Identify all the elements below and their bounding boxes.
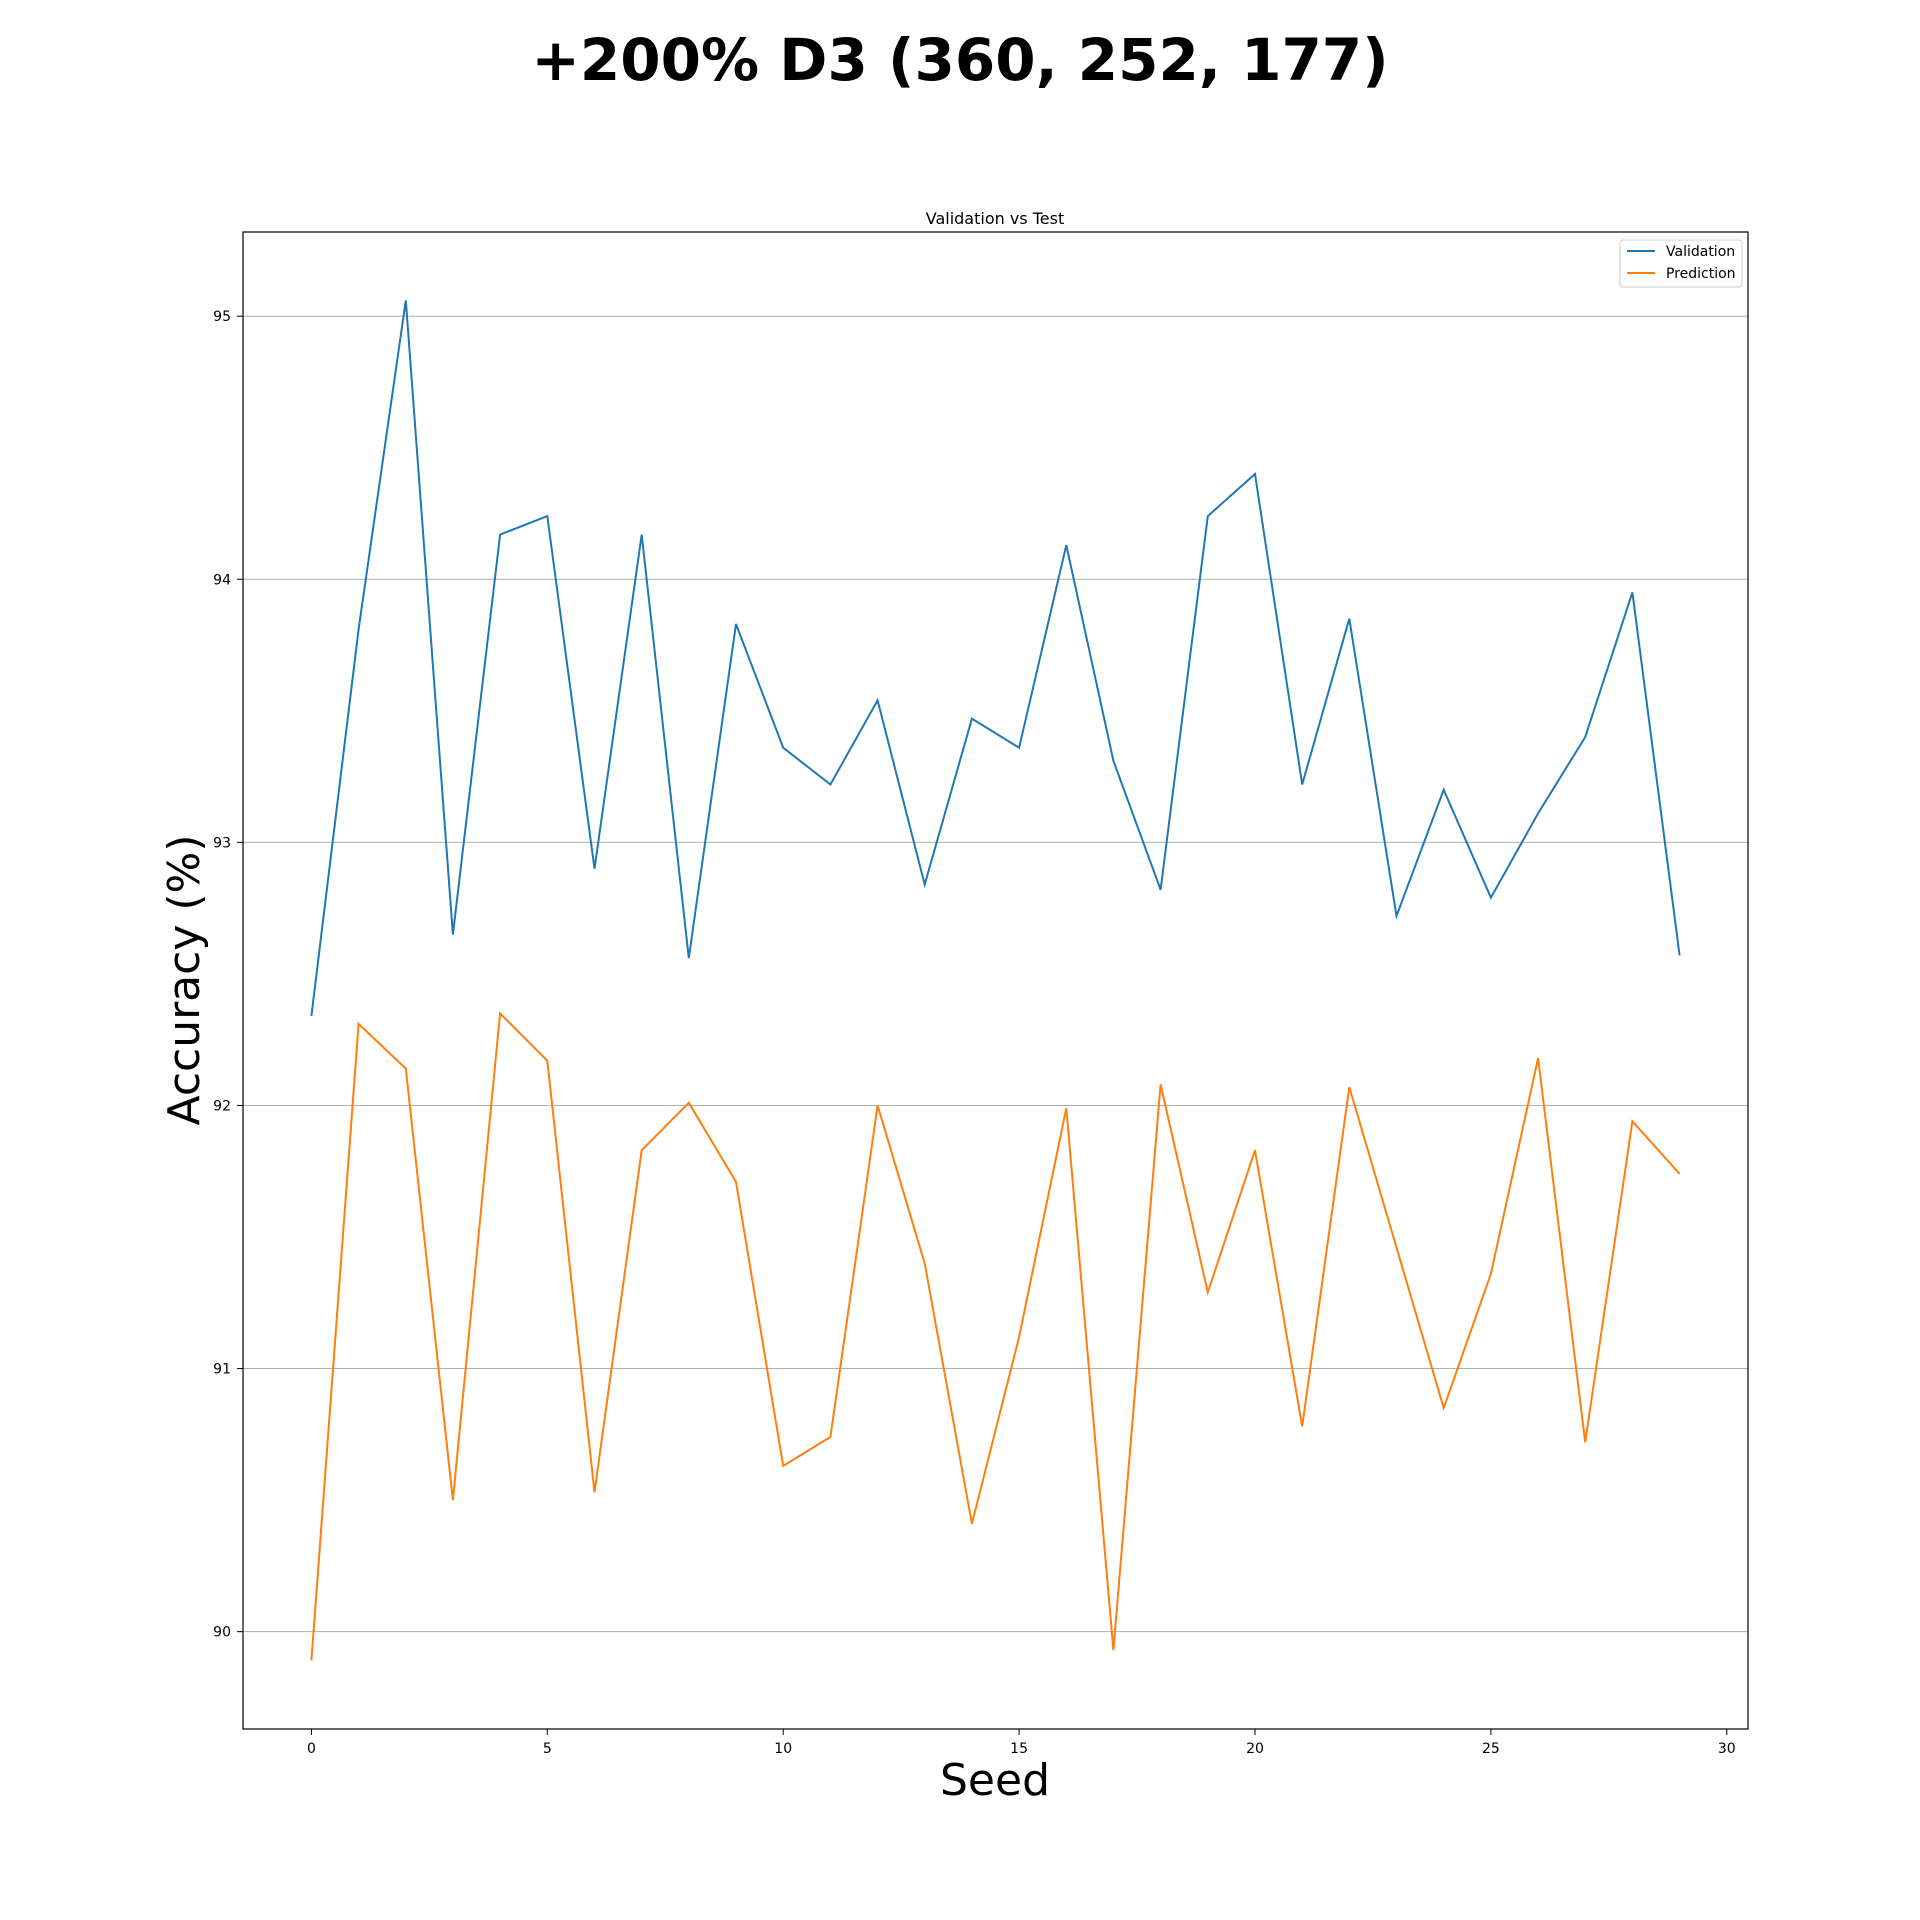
x-tick-label-15: 15: [1010, 1741, 1028, 1757]
y-axis: 90 91 92 93 94 95: [213, 309, 243, 1641]
y-tick-label-90: 90: [213, 1625, 231, 1641]
y-tick-label-94: 94: [213, 572, 231, 588]
x-tick-label-25: 25: [1482, 1741, 1500, 1757]
y-tick-label-91: 91: [213, 1362, 231, 1378]
x-tick-label-5: 5: [543, 1741, 552, 1757]
y-tick-label-92: 92: [213, 1098, 231, 1114]
x-tick-label-10: 10: [774, 1741, 792, 1757]
legend-label-prediction: Prediction: [1666, 266, 1736, 282]
plot-area: 0 5 10 15 20 25 30 90 91 92 93 94 95: [213, 231, 1749, 1757]
series-line-prediction: [310, 1011, 1681, 1661]
chart-title: Validation vs Test: [926, 209, 1065, 228]
x-axis-label: Seed: [940, 1755, 1050, 1806]
legend: Validation Prediction: [1619, 239, 1743, 288]
series-lines: [310, 300, 1681, 1661]
figure-suptitle: +200% D3 (360, 252, 177): [531, 26, 1388, 94]
axes-frame: [243, 232, 1748, 1729]
axes-border: [242, 231, 1749, 1730]
legend-label-validation: Validation: [1666, 244, 1735, 260]
x-tick-label-0: 0: [307, 1741, 316, 1757]
series-line-validation: [310, 300, 1681, 1017]
x-tick-label-30: 30: [1718, 1741, 1736, 1757]
y-tick-label-95: 95: [213, 309, 231, 325]
y-axis-label: Accuracy (%): [159, 834, 210, 1125]
y-tick-label-93: 93: [213, 835, 231, 851]
x-axis: 0 5 10 15 20 25 30: [307, 1729, 1736, 1757]
x-tick-label-20: 20: [1246, 1741, 1264, 1757]
